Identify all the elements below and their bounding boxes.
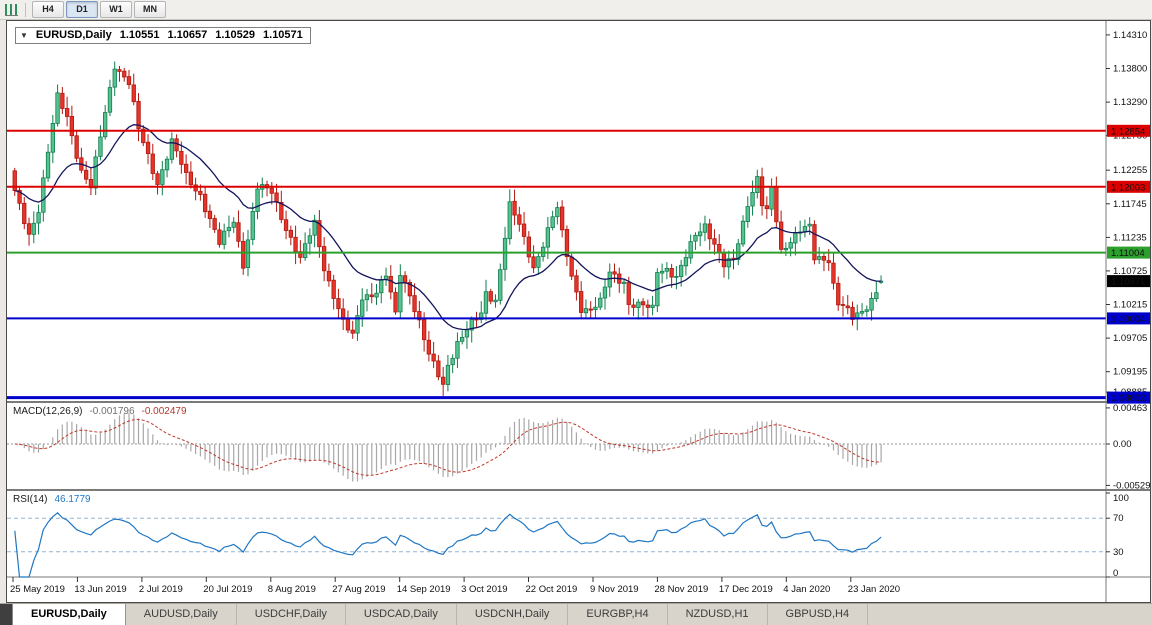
timeframe-toolbar: H4 D1 W1 MN	[0, 0, 1152, 20]
timeframe-button-group: H4 D1 W1 MN	[32, 1, 166, 18]
price-level-badge-1.11004: 1.11004	[1107, 246, 1150, 259]
timeframe-button-h4[interactable]: H4	[32, 1, 64, 18]
symbol-label: EURUSD,Daily	[35, 29, 112, 41]
date-axis-label: 4 Jan 2020	[783, 584, 830, 595]
chart-background	[7, 21, 1150, 602]
date-axis-label: 27 Aug 2019	[332, 584, 385, 595]
date-axis-label: 25 May 2019	[10, 584, 65, 595]
rsi-value: 46.1779	[54, 494, 91, 505]
chart-canvas[interactable]: 1.143101.138001.132901.127801.122551.117…	[7, 21, 1150, 602]
svg-text:1.12003: 1.12003	[1111, 182, 1145, 193]
price-level-badge-1.12854: 1.12854	[1107, 124, 1150, 137]
timeframe-button-mn[interactable]: MN	[134, 1, 166, 18]
rsi-axis-label: 30	[1113, 547, 1124, 558]
date-axis-label: 17 Dec 2019	[719, 584, 773, 595]
low-value: 1.10529	[215, 29, 256, 41]
price-level-badge-1.10004: 1.10004	[1107, 312, 1150, 325]
date-axis-label: 28 Nov 2019	[654, 584, 708, 595]
rsi-axis-label: 70	[1113, 513, 1124, 524]
rsi-line	[14, 511, 882, 578]
chart-tabbar: EURUSD,Daily AUDUSD,Daily USDCHF,Daily USDC…	[0, 603, 1152, 625]
candlestick-chart-icon[interactable]	[5, 3, 18, 16]
chart-panel: 1.143101.138001.132901.127801.122551.117…	[6, 20, 1151, 603]
date-axis-label: 22 Oct 2019	[526, 584, 578, 595]
price-axis-label: 1.14310	[1113, 30, 1147, 41]
macd-histogram	[18, 412, 882, 482]
tabbar-grip[interactable]	[0, 604, 13, 625]
price-axis-label: 1.11745	[1113, 199, 1147, 210]
chart-tab-usdcad[interactable]: USDCAD,Daily	[346, 604, 457, 625]
price-axis-label: 1.09195	[1113, 367, 1147, 378]
price-axis-label: 1.13290	[1113, 97, 1147, 108]
svg-text:1.12854: 1.12854	[1111, 126, 1145, 137]
date-axis-label: 14 Sep 2019	[397, 584, 451, 595]
chart-tab-usdcnh[interactable]: USDCNH,Daily	[457, 604, 569, 625]
macd-indicator-label: MACD(12,26,9) -0.001796 -0.002479	[13, 406, 187, 417]
tabs-container: EURUSD,Daily AUDUSD,Daily USDCHF,Daily USDC…	[13, 604, 869, 625]
rsi-axis: 100 70 30 0	[1106, 492, 1129, 579]
price-level-badge-1.08802: 1.08802	[1107, 391, 1150, 404]
current-price-badge: 1.10571	[1107, 275, 1150, 288]
price-axis-label: 1.09705	[1113, 333, 1147, 344]
chart-tab-usdchf[interactable]: USDCHF,Daily	[237, 604, 346, 625]
macd-signal-line	[14, 418, 882, 476]
price-axis-label: 1.12255	[1113, 165, 1147, 176]
ohlc-info-box[interactable]: ▼ EURUSD,Daily 1.10551 1.10657 1.10529 1…	[15, 27, 311, 44]
macd-axis: 0.00463 0.00 -0.00529	[1106, 403, 1150, 491]
rsi-indicator-label: RSI(14) 46.1779	[13, 494, 91, 505]
chart-tab-eurgbp[interactable]: EURGBP,H4	[568, 604, 668, 625]
timeframe-button-w1[interactable]: W1	[100, 1, 132, 18]
collapse-triangle-icon[interactable]: ▼	[20, 30, 28, 40]
open-value: 1.10551	[119, 29, 160, 41]
close-value: 1.10571	[263, 29, 303, 41]
date-axis-label: 8 Aug 2019	[268, 584, 316, 595]
price-axis-label: 1.10725	[1113, 266, 1147, 277]
date-axis-label: 23 Jan 2020	[848, 584, 900, 595]
moving-average-line[interactable]	[14, 124, 882, 331]
rsi-axis-label: 100	[1113, 493, 1129, 504]
date-axis: 25 May 2019 13 Jun 2019 2 Jul 2019 20 Jul 2…	[10, 577, 900, 595]
macd-axis-label: 0.00	[1113, 439, 1132, 450]
candles-layer	[12, 61, 884, 396]
svg-text:1.10571: 1.10571	[1111, 277, 1145, 288]
price-axis-label: 1.11235	[1113, 232, 1147, 243]
macd-main-value: -0.001796	[89, 406, 135, 417]
date-axis-label: 20 Jul 2019	[203, 584, 252, 595]
chart-tab-audusd[interactable]: AUDUSD,Daily	[126, 604, 237, 625]
date-axis-label: 9 Nov 2019	[590, 584, 639, 595]
svg-text:1.10004: 1.10004	[1111, 314, 1145, 325]
date-axis-label: 13 Jun 2019	[74, 584, 126, 595]
macd-signal-value: -0.002479	[141, 406, 187, 417]
high-value: 1.10657	[167, 29, 208, 41]
svg-text:1.08802: 1.08802	[1111, 393, 1145, 404]
chart-tab-eurusd[interactable]: EURUSD,Daily	[13, 604, 126, 625]
svg-text:1.11004: 1.11004	[1111, 248, 1145, 259]
price-level-badge-1.12003: 1.12003	[1107, 180, 1150, 193]
rsi-axis-label: 0	[1113, 568, 1118, 579]
macd-axis-label: 0.00463	[1113, 403, 1147, 414]
price-axis-label: 1.13800	[1113, 64, 1147, 75]
price-axis-label: 1.10215	[1113, 300, 1147, 311]
chart-tab-gbpusd[interactable]: GBPUSD,H4	[768, 604, 869, 625]
chart-tab-nzdusd[interactable]: NZDUSD,H1	[668, 604, 768, 625]
toolbar-separator	[25, 2, 26, 17]
timeframe-button-d1[interactable]: D1	[66, 1, 98, 18]
macd-axis-label: -0.00529	[1113, 480, 1150, 491]
date-axis-label: 2 Jul 2019	[139, 584, 183, 595]
macd-name: MACD(12,26,9)	[13, 406, 83, 417]
date-axis-label: 3 Oct 2019	[461, 584, 507, 595]
rsi-name: RSI(14)	[13, 494, 48, 505]
